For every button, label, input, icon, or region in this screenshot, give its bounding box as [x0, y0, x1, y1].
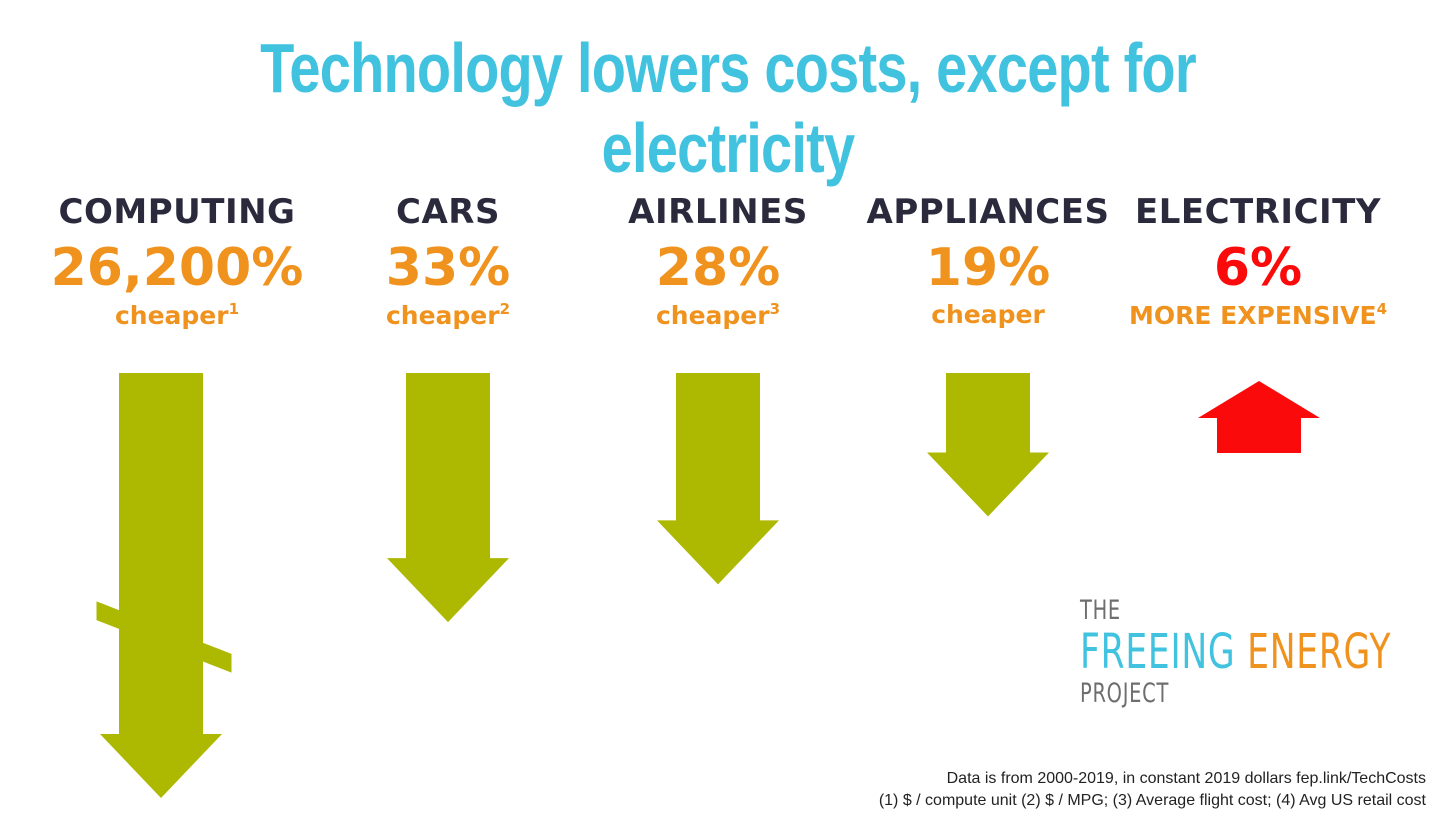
logo-line-main: FREEING ENERGY: [1080, 626, 1391, 678]
value-label: 28%: [655, 238, 781, 298]
category-label: COMPUTING: [58, 192, 296, 232]
arrow-cars: [387, 373, 509, 623]
arrow-computing: [96, 373, 232, 798]
direction-label: cheaper: [931, 300, 1045, 329]
logo-line-the: THE: [1080, 595, 1121, 626]
bar-arrow: [1198, 381, 1320, 453]
bar-arrow: [927, 373, 1049, 517]
logo-word-energy: ENERGY: [1247, 624, 1392, 680]
axis-break-mark: [96, 601, 232, 673]
value-label: 6%: [1213, 238, 1303, 298]
direction-label: cheaper1: [114, 300, 240, 330]
direction-label: MORE EXPENSIVE4: [1128, 300, 1387, 330]
source-notes: Data is from 2000-2019, in constant 2019…: [879, 768, 1426, 812]
bar-arrow: [657, 373, 779, 585]
category-column-computing: COMPUTING 26,200% cheaper1: [42, 192, 312, 330]
direction-label: cheaper3: [655, 300, 781, 330]
bar-arrow: [100, 373, 222, 798]
source-note-line2: (1) $ / compute unit (2) $ / MPG; (3) Av…: [878, 792, 1426, 809]
category-label: ELECTRICITY: [1134, 192, 1381, 232]
source-note-line1: Data is from 2000-2019, in constant 2019…: [946, 770, 1426, 787]
footnote-mark: 4: [1376, 300, 1387, 318]
category-column-airlines: AIRLINES 28% cheaper3: [583, 192, 853, 330]
value-label: 33%: [385, 238, 511, 298]
category-label: AIRLINES: [628, 192, 808, 232]
value-label: 19%: [925, 238, 1051, 298]
logo-line-project: PROJECT: [1080, 678, 1170, 709]
footnote-mark: 3: [769, 300, 781, 318]
category-label: APPLIANCES: [866, 192, 1110, 232]
chart-title: Technology lowers costs, except for elec…: [260, 29, 1196, 187]
category-column-electricity: ELECTRICITY 6% MORE EXPENSIVE4: [1123, 192, 1393, 330]
arrow-airlines: [657, 373, 779, 585]
value-label: 26,200%: [50, 238, 304, 298]
logo-word-freeing: FREEING: [1080, 624, 1236, 680]
freeing-energy-logo: THE FREEING ENERGY PROJECT: [1080, 595, 1391, 709]
footnote-mark: 2: [499, 300, 511, 318]
arrow-electricity: [1198, 381, 1320, 453]
bar-arrow: [387, 373, 509, 623]
arrow-appliances: [927, 373, 1049, 517]
footnote-mark: 1: [228, 300, 240, 318]
category-column-appliances: APPLIANCES 19% cheaper: [853, 192, 1123, 329]
category-label: CARS: [396, 192, 500, 232]
direction-label: cheaper2: [385, 300, 511, 330]
category-column-cars: CARS 33% cheaper2: [313, 192, 583, 330]
